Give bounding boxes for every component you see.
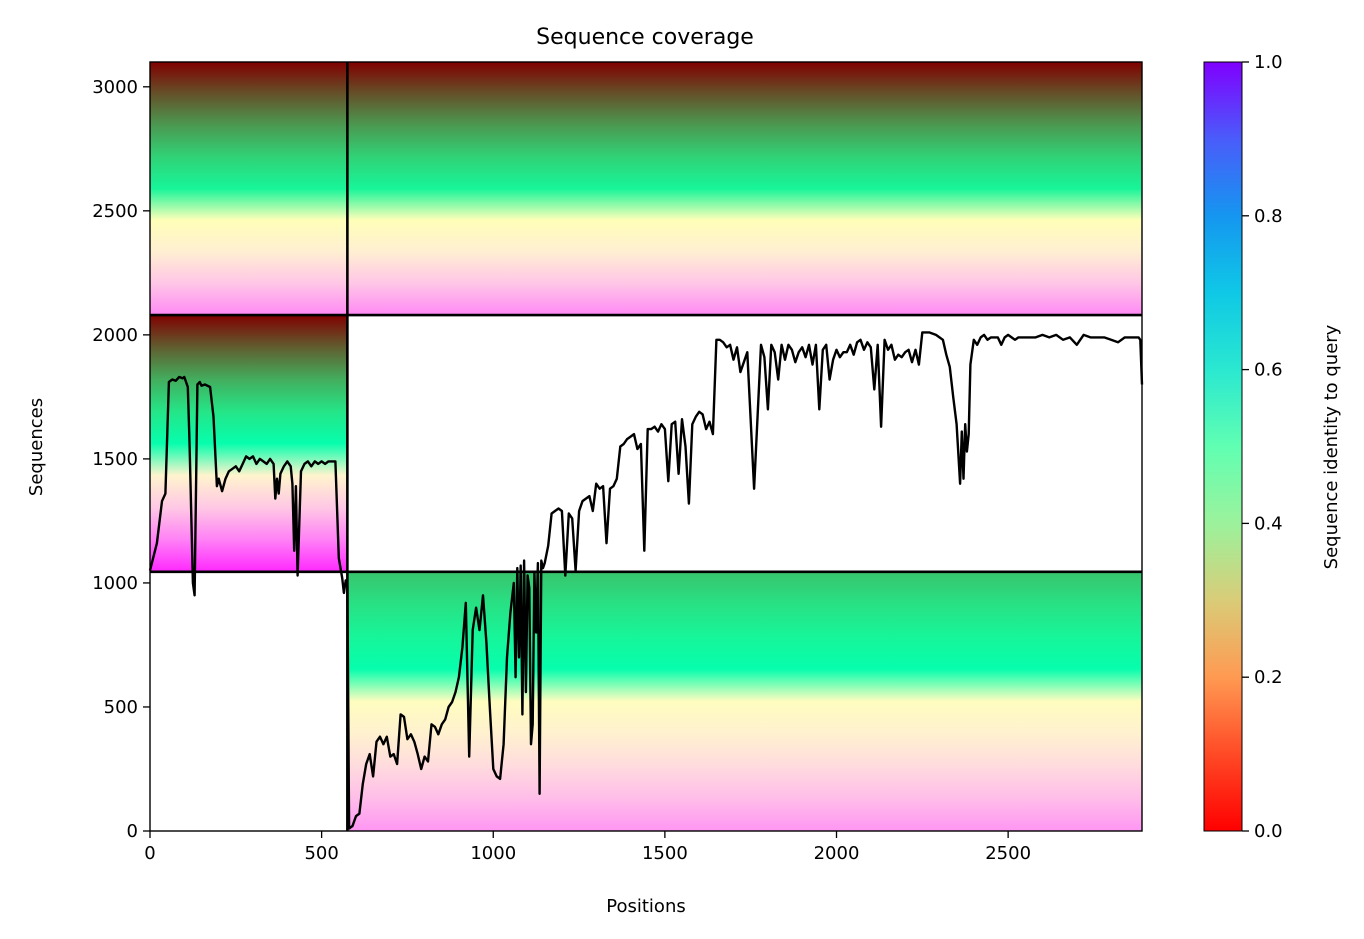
colorbar-ticks: 0.0 0.2 0.4 0.6 0.8 1.0 [1242,52,1283,842]
heatmap-block-b-2 [347,62,1142,316]
coverage-line [148,331,1144,830]
y-axis-label: Sequences [26,398,47,496]
y-tick-label: 500 [104,697,138,718]
heatmap-block-a-1 [150,315,348,572]
colorbar-tick-label: 0.4 [1254,513,1283,534]
y-tick-label: 3000 [92,77,138,98]
colorbar-tick-label: 0.8 [1254,206,1283,227]
colorbar-tick-label: 0.6 [1254,360,1283,381]
y-tick-label: 1500 [92,449,138,470]
y-tick-label: 1000 [92,573,138,594]
x-tick-label: 2000 [814,843,860,864]
colorbar [1203,61,1243,832]
x-tick-label: 0 [144,843,155,864]
heatmap-block-b-3 [347,571,1142,831]
y-axis: 0 500 1000 1500 2000 2500 3000 [92,77,150,842]
colorbar-tick-label: 1.0 [1254,52,1283,73]
x-tick-label: 1500 [642,843,688,864]
y-tick-label: 2000 [92,325,138,346]
colorbar-tick-label: 0.2 [1254,667,1283,688]
colorbar-tick-label: 0.0 [1254,821,1283,842]
y-tick-label: 2500 [92,201,138,222]
heatmap-blocks [150,62,1142,831]
x-tick-label: 500 [304,843,338,864]
x-axis: 0 500 1000 1500 2000 2500 [144,831,1031,864]
x-axis-label: Positions [606,896,685,917]
chain-boundaries [150,62,1142,831]
plot-frame [149,61,1143,832]
colorbar-label: Sequence identity to query [1321,324,1342,569]
x-tick-label: 1000 [470,843,516,864]
heatmap-block-a-0 [150,62,348,316]
coverage-line-layer [148,331,1144,830]
x-tick-label: 2500 [985,843,1031,864]
y-tick-label: 0 [127,821,138,842]
chart-title: Sequence coverage [536,25,754,50]
